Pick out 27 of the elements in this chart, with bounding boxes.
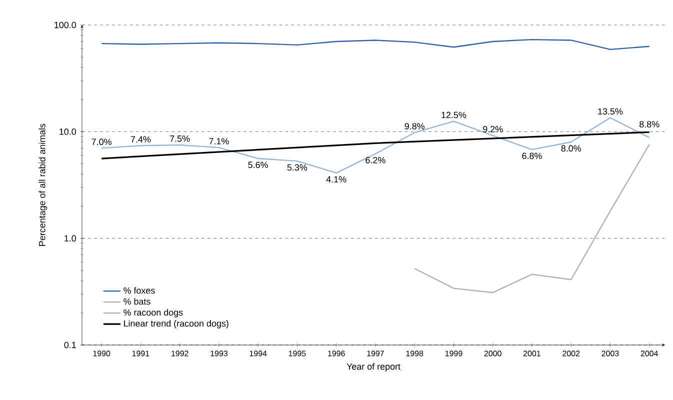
data-label: 5.6% <box>248 162 268 168</box>
y-tick-label: 1.0 <box>64 235 76 242</box>
y-tick-label: 10.0 <box>60 128 76 135</box>
data-label: 7.0% <box>92 138 112 146</box>
data-label: 8.8% <box>640 121 660 128</box>
y-axis-title: Percentage of all rabid animals <box>38 124 48 246</box>
legend-label: % foxes <box>124 287 155 294</box>
data-label: 13.5% <box>598 108 623 115</box>
legend-label: % bats <box>124 298 150 305</box>
line-series <box>100 38 650 50</box>
legend-label: Linear trend (racoon dogs) <box>124 320 228 328</box>
data-label: 6.2% <box>366 157 386 164</box>
data-label: 7.1% <box>209 138 229 144</box>
line-series <box>414 144 650 294</box>
y-tick-label: 0.1 <box>64 342 76 348</box>
data-label: 7.5% <box>170 136 190 142</box>
data-label: 5.3% <box>287 164 308 171</box>
x-axis-title: Year of report <box>346 363 400 372</box>
data-label: 9.2% <box>483 126 503 132</box>
data-label: 9.8% <box>404 123 424 130</box>
data-label: 8.0% <box>561 145 581 152</box>
data-label: 6.8% <box>522 152 542 160</box>
legend-label: % racoon dogs <box>124 309 183 318</box>
data-label: 4.1% <box>326 176 346 182</box>
data-label: 7.4% <box>130 136 151 142</box>
data-label: 12.5% <box>442 112 466 118</box>
y-tick-label: 100.0 <box>54 22 76 28</box>
